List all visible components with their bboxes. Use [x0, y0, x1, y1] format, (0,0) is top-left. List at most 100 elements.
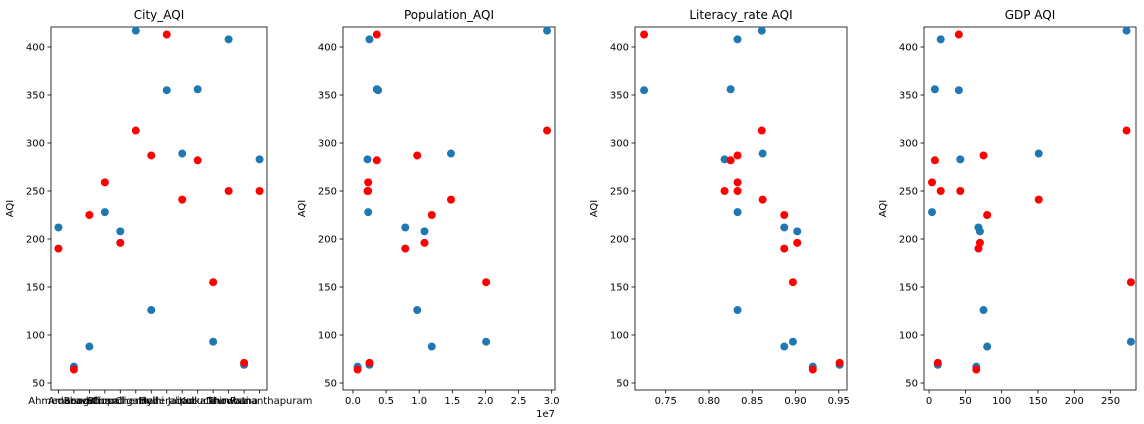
y-axis-label: AQI: [297, 200, 308, 218]
x-axis-offset-label: 1e7: [536, 409, 555, 420]
y-tick-label: 350: [318, 91, 337, 102]
blue-scatter-point: [733, 208, 742, 217]
y-tick-label: 200: [26, 235, 45, 246]
blue-scatter-point: [413, 306, 422, 315]
chart-title: GDP AQI: [1005, 8, 1056, 22]
x-tick-label: Lucknow: [191, 396, 235, 407]
y-tick-label: 150: [610, 283, 629, 294]
red-scatter-point: [209, 278, 218, 287]
red-scatter-point: [793, 238, 802, 247]
blue-scatter-point: [446, 149, 455, 158]
blue-scatter-point: [363, 155, 372, 164]
red-scatter-point: [933, 358, 942, 367]
red-scatter-point: [733, 178, 742, 187]
blue-scatter-point: [178, 149, 187, 158]
blue-scatter-point: [1034, 149, 1043, 158]
x-tick-label: Amaravati: [48, 396, 100, 407]
red-scatter-point: [363, 187, 372, 195]
red-scatter-point: [983, 211, 992, 219]
y-tick-label: 250: [899, 187, 918, 198]
blue-scatter-point: [482, 337, 491, 346]
blue-scatter-point: [427, 342, 436, 351]
y-tick-label: 150: [899, 283, 918, 294]
y-tick-label: 50: [616, 379, 629, 390]
y-tick-label: 200: [610, 235, 629, 246]
y-axis-label: AQI: [878, 200, 889, 218]
y-tick-label: 350: [26, 91, 45, 102]
red-scatter-point: [193, 156, 202, 165]
red-scatter-point: [482, 278, 491, 287]
x-tick-label: 2.0: [477, 396, 493, 407]
x-tick-label: 2.5: [511, 396, 527, 407]
blue-scatter-point: [85, 342, 94, 351]
red-scatter-point: [372, 156, 381, 165]
y-tick-label: 50: [324, 379, 337, 390]
x-tick-label: 0.95: [828, 396, 850, 407]
x-tick-label: 0.90: [784, 396, 806, 407]
red-scatter-point: [54, 244, 63, 253]
plot-frame: [342, 26, 556, 391]
y-tick-label: 300: [899, 139, 918, 150]
red-scatter-point: [401, 244, 410, 253]
y-tick-label: 200: [899, 235, 918, 246]
x-tick-label: Ahmedabad: [28, 396, 88, 407]
y-tick-label: 150: [26, 283, 45, 294]
y-tick-label: 400: [26, 43, 45, 54]
subplot-2: Population_AQI AQI 50 100 150 200 250 300 350 400…: [297, 8, 560, 420]
red-scatter-point: [720, 187, 729, 195]
blue-scatter-point: [420, 227, 429, 236]
blue-scatter-point: [733, 35, 742, 44]
y-tick-label: 250: [610, 187, 629, 198]
y-tick-label: 300: [26, 139, 45, 150]
blue-scatter-point: [365, 35, 374, 44]
blue-scatter-point: [193, 85, 202, 94]
blue-scatter-point: [780, 342, 789, 351]
y-tick-label: 350: [610, 91, 629, 102]
blue-scatter-point: [757, 26, 766, 35]
blue-scatter-point: [116, 227, 125, 236]
blue-scatter-point: [54, 223, 63, 232]
red-scatter-point: [975, 238, 984, 247]
red-scatter-point: [956, 187, 965, 195]
y-tick-label: 400: [318, 43, 337, 54]
x-tick-label: Chennai: [115, 396, 156, 407]
y-tick-label: 250: [26, 187, 45, 198]
red-scatter-point: [1034, 195, 1043, 204]
x-tick-label: 1.5: [444, 396, 460, 407]
y-tick-label: 100: [610, 331, 629, 342]
x-tick-label: Patna: [230, 396, 258, 407]
x-tick-label: 200: [1065, 396, 1084, 407]
blue-scatter-point: [1122, 26, 1131, 35]
blue-scatter-point: [1126, 337, 1135, 346]
x-tick-label: 1.0: [411, 396, 427, 407]
red-scatter-point: [726, 156, 735, 165]
red-scatter-point: [979, 151, 988, 160]
y-tick-label: 300: [318, 139, 337, 150]
blue-scatter-point: [543, 26, 552, 35]
blue-scatter-point: [720, 155, 729, 164]
subplot-4: GDP AQI AQI 50 100 150 200 250 300 350 400 0 50 100 1…: [878, 8, 1137, 407]
blue-scatter-point: [758, 149, 767, 158]
blue-scatter-point: [733, 306, 742, 315]
blue-scatter-point: [954, 86, 963, 95]
x-tick-label: Delhi: [138, 396, 164, 407]
blue-scatter-point: [979, 306, 988, 315]
red-scatter-point: [240, 358, 249, 367]
red-scatter-point: [224, 187, 233, 195]
y-tick-label: 150: [318, 283, 337, 294]
y-tick-label: 100: [318, 331, 337, 342]
red-scatter-point: [353, 365, 362, 374]
y-tick-label: 50: [32, 379, 45, 390]
y-tick-label: 400: [899, 43, 918, 54]
x-tick-label: 0.5: [378, 396, 394, 407]
x-tick-label: 0.80: [698, 396, 720, 407]
red-scatter-point: [930, 156, 939, 165]
blue-scatter-point: [147, 306, 156, 315]
red-scatter-point: [85, 211, 94, 219]
blue-scatter-point: [726, 85, 735, 94]
red-scatter-point: [733, 151, 742, 160]
red-scatter-point: [446, 195, 455, 204]
blue-scatter-point: [162, 86, 171, 95]
red-scatter-point: [69, 365, 78, 374]
red-scatter-point: [372, 30, 381, 39]
